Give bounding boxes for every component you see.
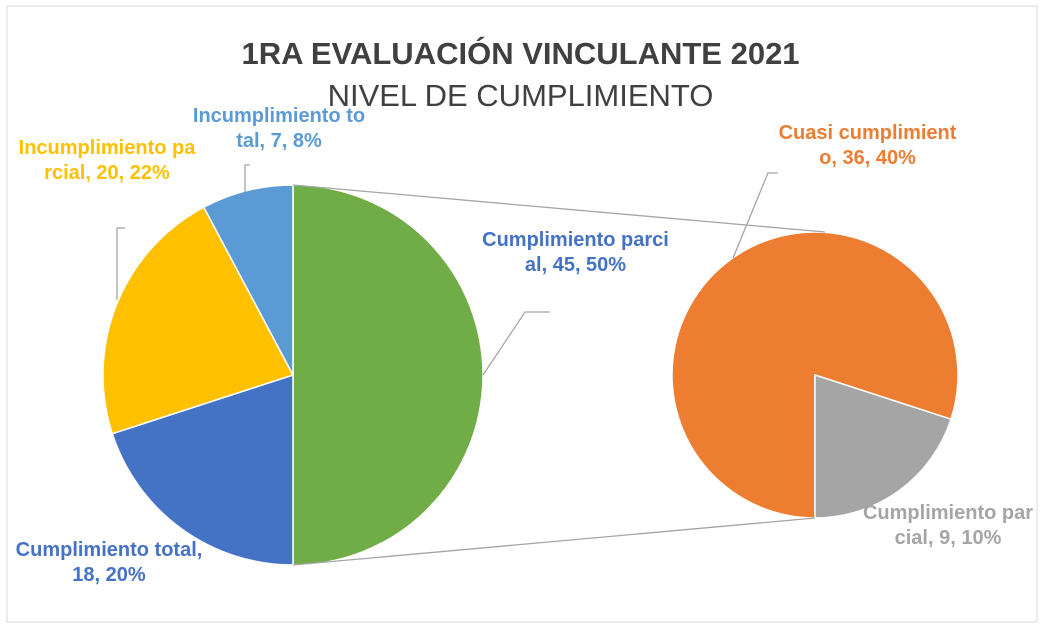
chart-title: 1RA EVALUACIÓN VINCULANTE 2021 [241,36,800,71]
data-label: Incumplimiento total, 7, 8% [192,105,366,152]
connector-line [292,517,816,566]
pie-slice [102,206,295,435]
data-label: Cumplimiento parcial, 45, 50% [482,229,669,276]
leader-line [116,227,125,300]
data-label: Incumplimiento parcial, 20, 22% [18,137,196,184]
leader-line [482,311,550,376]
pie-slice [111,373,294,566]
pie-slice [202,184,294,376]
data-label: Cumplimiento total, 18, 20% [15,539,203,586]
chart-subtitle: NIVEL DE CUMPLIMIENTO [327,78,714,113]
pie-slice [814,373,952,519]
connector-line [292,184,826,233]
data-label: Cumplimiento parcial, 9, 10% [862,502,1033,549]
leader-line [244,164,250,192]
leader-line [732,172,778,259]
data-label: Cuasi cumplimiento, 36, 40% [778,122,957,169]
